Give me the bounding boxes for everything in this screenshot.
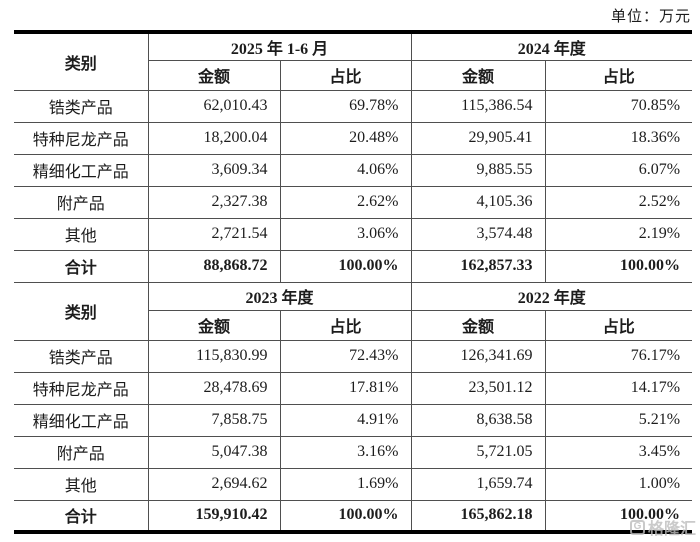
value-cell: 7,858.75	[147, 403, 281, 437]
value-cell: 29,905.41	[410, 121, 546, 155]
amount-column-header: 金额	[148, 59, 281, 91]
category-cell: 特种尼龙产品	[14, 121, 149, 155]
value-cell: 4,105.36	[410, 185, 546, 219]
value-cell: 100.00%	[544, 499, 693, 533]
value-cell: 70.85%	[544, 89, 693, 123]
value-cell: 23,501.12	[410, 371, 546, 405]
period-header-2025: 2025 年 1-6 月	[147, 31, 412, 61]
table-row: 特种尼龙产品 18,200.04 20.48% 29,905.41 18.36%	[14, 121, 693, 155]
unit-label: 单位：万元	[610, 9, 691, 25]
table-row: 锆类产品 62,010.43 69.78% 115,386.54 70.85%	[14, 89, 693, 123]
value-cell: 2.62%	[279, 185, 412, 219]
value-cell: 4.91%	[279, 403, 412, 437]
value-cell: 3,574.48	[410, 217, 546, 251]
category-cell: 附产品	[14, 435, 149, 469]
period-header-row: 类别 2025 年 1-6 月 2024 年度	[14, 31, 693, 91]
value-cell: 165,862.18	[410, 499, 546, 533]
value-cell: 69.78%	[279, 89, 412, 123]
value-cell: 2.52%	[544, 185, 693, 219]
value-cell: 9,885.55	[410, 153, 546, 187]
value-cell: 62,010.43	[147, 89, 281, 123]
category-cell: 其他	[14, 217, 149, 251]
category-cell: 锆类产品	[14, 339, 149, 373]
revenue-breakdown-table: 类别 2025 年 1-6 月 2024 年度 金额 占比 金额 占比 锆类产品…	[14, 30, 693, 534]
period-header-2024: 2024 年度	[410, 31, 693, 61]
value-cell: 1.00%	[544, 467, 693, 501]
value-cell: 115,386.54	[410, 89, 546, 123]
value-cell: 5.21%	[544, 403, 693, 437]
value-cell: 2,327.38	[147, 185, 281, 219]
value-cell: 115,830.99	[147, 339, 281, 373]
value-cell: 6.07%	[544, 153, 693, 187]
section-1-header: 类别 2025 年 1-6 月 2024 年度 金额 占比 金额 占比	[14, 31, 693, 91]
table-row: 特种尼龙产品 28,478.69 17.81% 23,501.12 14.17%	[14, 371, 693, 405]
subheader-row: 金额 占比 金额 占比	[14, 309, 693, 341]
value-cell: 20.48%	[279, 121, 412, 155]
value-cell: 162,857.33	[410, 249, 546, 283]
section-2-rows: 锆类产品 115,830.99 72.43% 126,341.69 76.17% 特种尼龙…	[14, 339, 693, 533]
amount-column-header: 金额	[148, 309, 281, 341]
table-row: 精细化工产品 3,609.34 4.06% 9,885.55 6.07%	[14, 153, 693, 187]
period-header-2023: 2023 年度	[147, 281, 412, 311]
table-row: 锆类产品 115,830.99 72.43% 126,341.69 76.17%	[14, 339, 693, 373]
category-cell: 附产品	[14, 185, 149, 219]
table-row: 其他 2,721.54 3.06% 3,574.48 2.19%	[14, 217, 693, 251]
value-cell: 17.81%	[279, 371, 412, 405]
value-cell: 8,638.58	[410, 403, 546, 437]
value-cell: 2.19%	[544, 217, 693, 251]
category-column-header: 类别	[14, 281, 149, 341]
value-cell: 72.43%	[279, 339, 412, 373]
value-cell: 100.00%	[279, 499, 412, 533]
value-cell: 3,609.34	[147, 153, 281, 187]
value-cell: 2,721.54	[147, 217, 281, 251]
value-cell: 100.00%	[279, 249, 412, 283]
share-column-header: 占比	[544, 309, 693, 341]
table-row: 其他 2,694.62 1.69% 1,659.74 1.00%	[14, 467, 693, 501]
period-header-2022: 2022 年度	[410, 281, 693, 311]
category-cell: 其他	[14, 467, 149, 501]
value-cell: 18,200.04	[147, 121, 281, 155]
value-cell: 18.36%	[544, 121, 693, 155]
value-cell: 88,868.72	[147, 249, 281, 283]
value-cell: 2,694.62	[147, 467, 281, 501]
value-cell: 126,341.69	[410, 339, 546, 373]
value-cell: 3.45%	[544, 435, 693, 469]
value-cell: 1.69%	[279, 467, 412, 501]
amount-column-header: 金额	[410, 59, 546, 91]
value-cell: 14.17%	[544, 371, 693, 405]
category-cell: 精细化工产品	[14, 403, 149, 437]
category-cell: 合计	[14, 249, 149, 283]
share-column-header: 占比	[279, 59, 412, 91]
total-row: 合计 88,868.72 100.00% 162,857.33 100.00%	[14, 249, 693, 283]
share-column-header: 占比	[279, 309, 412, 341]
category-cell: 锆类产品	[14, 89, 149, 123]
value-cell: 5,047.38	[147, 435, 281, 469]
category-cell: 精细化工产品	[14, 153, 149, 187]
value-cell: 3.06%	[279, 217, 412, 251]
section-2-header: 类别 2023 年度 2022 年度 金额 占比 金额 占比	[14, 281, 693, 341]
table-row: 精细化工产品 7,858.75 4.91% 8,638.58 5.21%	[14, 403, 693, 437]
total-row: 合计 159,910.42 100.00% 165,862.18 100.00%	[14, 499, 693, 533]
period-header-row: 类别 2023 年度 2022 年度	[14, 281, 693, 341]
share-column-header: 占比	[544, 59, 693, 91]
value-cell: 5,721.05	[410, 435, 546, 469]
value-cell: 159,910.42	[147, 499, 281, 533]
table-row: 附产品 2,327.38 2.62% 4,105.36 2.52%	[14, 185, 693, 219]
category-cell: 合计	[14, 499, 149, 533]
value-cell: 1,659.74	[410, 467, 546, 501]
table-row: 附产品 5,047.38 3.16% 5,721.05 3.45%	[14, 435, 693, 469]
category-column-header: 类别	[14, 31, 149, 91]
value-cell: 76.17%	[544, 339, 693, 373]
section-1-rows: 锆类产品 62,010.43 69.78% 115,386.54 70.85% 特种尼龙产…	[14, 89, 693, 283]
value-cell: 28,478.69	[147, 371, 281, 405]
value-cell: 4.06%	[279, 153, 412, 187]
amount-column-header: 金额	[410, 309, 546, 341]
category-cell: 特种尼龙产品	[14, 371, 149, 405]
value-cell: 3.16%	[279, 435, 412, 469]
value-cell: 100.00%	[544, 249, 693, 283]
